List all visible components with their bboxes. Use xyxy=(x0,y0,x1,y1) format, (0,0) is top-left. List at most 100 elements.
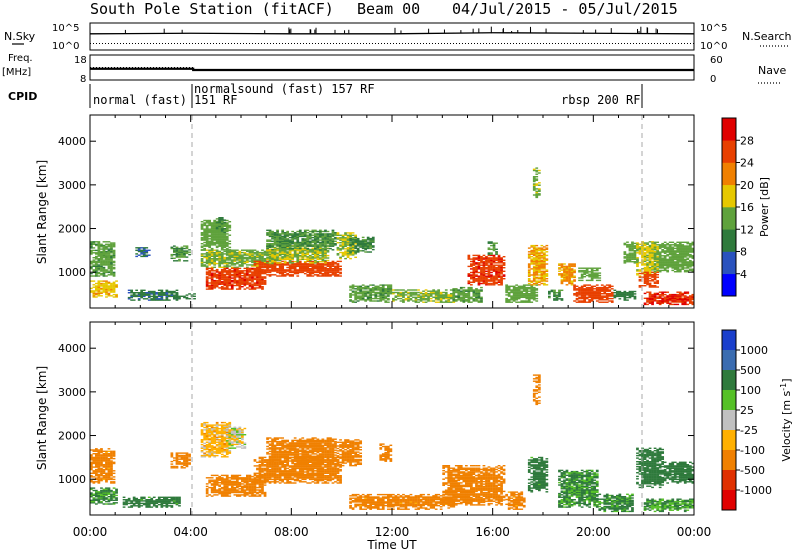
heatmap-cell xyxy=(97,266,101,269)
heatmap-cell xyxy=(266,270,269,272)
heatmap-cell xyxy=(482,276,486,279)
heatmap-cell xyxy=(238,284,242,287)
heatmap-cell xyxy=(213,286,217,288)
heatmap-cell xyxy=(306,238,310,240)
heatmap-cell xyxy=(105,253,108,255)
heatmap-cell xyxy=(228,225,232,228)
heatmap-cell xyxy=(266,269,269,271)
heatmap-cell xyxy=(140,250,144,253)
heatmap-cell xyxy=(671,261,675,263)
heatmap-cell xyxy=(236,272,239,274)
heatmap-cell xyxy=(298,235,302,238)
heatmap-cell xyxy=(97,255,101,257)
heatmap-cell xyxy=(593,294,597,296)
heatmap-cell xyxy=(173,296,176,299)
heatmap-cell xyxy=(475,293,478,295)
heatmap-cell xyxy=(223,241,227,244)
heatmap-cell xyxy=(633,262,637,264)
heatmap-cell xyxy=(205,283,209,285)
heatmap-cell xyxy=(354,247,358,250)
heatmap-cell xyxy=(485,264,488,266)
heatmap-cell xyxy=(648,274,652,276)
heatmap-cell xyxy=(233,264,237,266)
heatmap-cell xyxy=(271,235,274,238)
heatmap-cell xyxy=(293,251,297,253)
heatmap-cell xyxy=(643,271,647,274)
heatmap-cell xyxy=(558,264,561,266)
heatmap-cell xyxy=(220,268,224,271)
heatmap-cell xyxy=(636,247,639,249)
heatmap-cell xyxy=(369,251,373,253)
heatmap-cell xyxy=(538,184,541,186)
heatmap-cell xyxy=(150,295,154,298)
heatmap-cell xyxy=(273,247,277,250)
heatmap-cell xyxy=(261,259,264,261)
heatmap-cell xyxy=(236,268,239,271)
heatmap-cell xyxy=(205,228,209,230)
heatmap-cell xyxy=(366,293,370,295)
heatmap-cell xyxy=(462,297,466,300)
heatmap-cell xyxy=(681,245,685,247)
heatmap-cell xyxy=(356,247,360,250)
heatmap-cell xyxy=(223,256,227,259)
heatmap-cell xyxy=(480,262,483,264)
heatmap-cell xyxy=(583,289,587,291)
heatmap-cell xyxy=(286,247,290,250)
heatmap-cell xyxy=(532,187,536,189)
heatmap-cell xyxy=(482,280,486,282)
heatmap-cell xyxy=(349,235,352,238)
heatmap-cell xyxy=(485,279,488,281)
heatmap-cell xyxy=(173,250,176,252)
heatmap-cell xyxy=(336,253,340,255)
heatmap-cell xyxy=(349,257,352,260)
heatmap-cell xyxy=(266,262,269,264)
heatmap-cell xyxy=(492,284,496,286)
heatmap-cell xyxy=(439,300,443,302)
heatmap-cell xyxy=(268,230,272,233)
heatmap-cell xyxy=(570,264,574,266)
heatmap-cell xyxy=(663,263,667,266)
heatmap-cell xyxy=(656,264,660,266)
heatmap-cell xyxy=(316,261,320,264)
heatmap-cell xyxy=(92,292,96,295)
heatmap-cell xyxy=(532,176,536,178)
freq-axis-right-bottom: 0 xyxy=(710,74,716,85)
heatmap-cell xyxy=(276,275,279,277)
heatmap-cell xyxy=(334,274,337,276)
heatmap-cell xyxy=(653,255,657,257)
heatmap-cell xyxy=(286,233,290,235)
heatmap-cell xyxy=(225,262,229,265)
heatmap-cell xyxy=(663,269,667,272)
heatmap-cell xyxy=(266,240,269,243)
heatmap-cell xyxy=(241,282,244,284)
heatmap-cell xyxy=(92,295,96,297)
heatmap-cell xyxy=(563,271,566,274)
heatmap-cell xyxy=(185,252,189,255)
heatmap-cell xyxy=(397,295,400,297)
heatmap-cell xyxy=(100,263,103,265)
heatmap-cell xyxy=(271,246,274,249)
heatmap-cell xyxy=(200,232,204,234)
heatmap-cell xyxy=(658,247,662,250)
heatmap-cell xyxy=(351,251,355,254)
heatmap-cell xyxy=(100,248,103,250)
heatmap-cell xyxy=(661,242,665,245)
heatmap-cell xyxy=(678,264,682,267)
heatmap-cell xyxy=(238,288,242,290)
heatmap-cell xyxy=(532,247,536,249)
heatmap-cell xyxy=(590,288,594,290)
heatmap-cell xyxy=(107,261,111,264)
heatmap-cell xyxy=(233,253,237,255)
heatmap-cell xyxy=(678,255,682,257)
heatmap-cell xyxy=(142,249,146,252)
heatmap-cell xyxy=(668,241,672,244)
heatmap-cell xyxy=(303,232,307,234)
heatmap-cell xyxy=(278,243,282,245)
heatmap-cell xyxy=(681,251,685,253)
heatmap-cell xyxy=(631,292,634,294)
heatmap-cell xyxy=(417,296,420,299)
heatmap-cell xyxy=(470,296,473,299)
heatmap-cell xyxy=(366,299,370,301)
heatmap-cell xyxy=(419,297,423,300)
heatmap-cell xyxy=(351,239,355,241)
